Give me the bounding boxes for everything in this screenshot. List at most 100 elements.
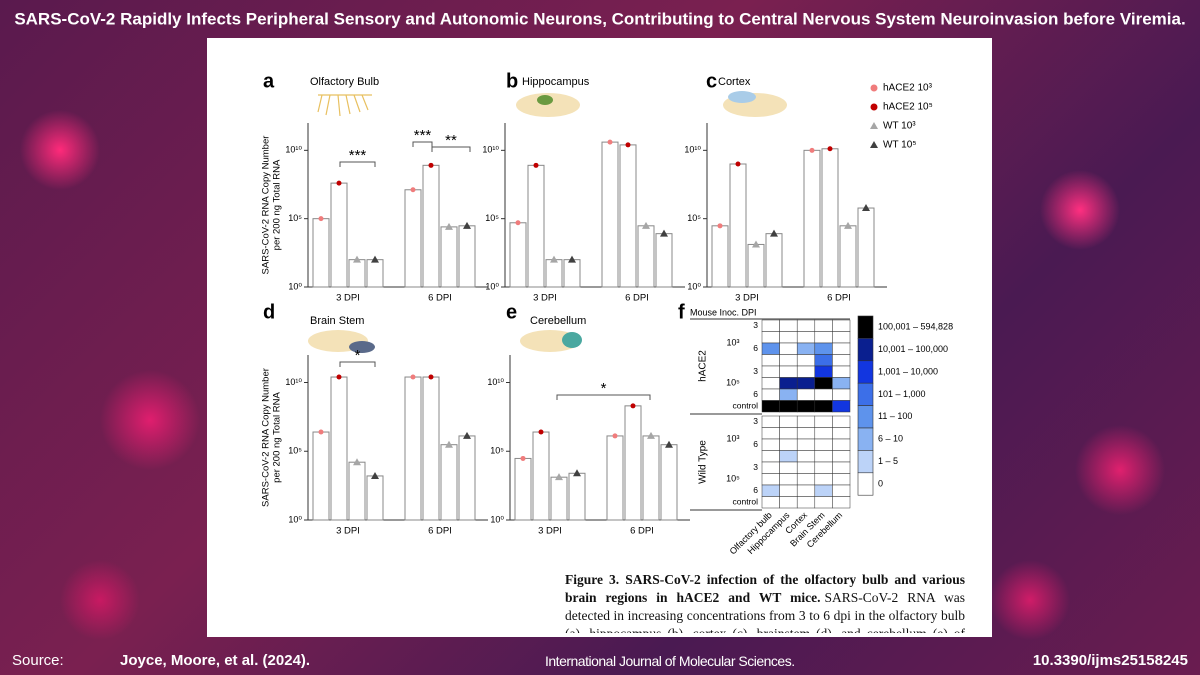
heatmap-cell [779, 354, 798, 367]
bar-marker [630, 403, 636, 409]
y-tick-label: 10⁵ [288, 446, 302, 456]
y-tick-label: 10¹⁰ [285, 377, 302, 387]
heatmap-cell [832, 319, 851, 332]
bar [366, 259, 384, 288]
heatmap-cell [779, 427, 798, 440]
bar [404, 189, 422, 288]
brain-illustration [308, 91, 787, 353]
panel-letter: a [263, 70, 275, 92]
heatmap-cell [796, 415, 816, 428]
x-tick-label: 6 DPI [428, 526, 452, 537]
bar-marker [336, 180, 342, 186]
heatmap-cell [779, 473, 798, 486]
heatmap-cell [832, 415, 851, 428]
bar-marker [550, 255, 558, 263]
heatmap-cell [779, 496, 798, 509]
heatmap-cell [761, 319, 780, 332]
panel-title: Brain Stem [310, 315, 364, 327]
heatmap-cell [761, 342, 780, 355]
heatmap-cell [814, 388, 833, 401]
color-key-label: 101 – 1,000 [878, 389, 926, 399]
bar-marker [520, 455, 526, 461]
heatmap-cell [832, 400, 851, 413]
color-key-label: 100,001 – 594,828 [878, 322, 953, 332]
legend-label: hACE2 10⁵ [883, 102, 933, 113]
row-label: 3 [753, 416, 758, 426]
x-tick-label: 3 DPI [538, 526, 562, 537]
doi: 10.3390/ijms25158245 [1032, 652, 1188, 669]
bar [606, 435, 624, 521]
group-label: Wild Type [698, 440, 709, 484]
heatmap-cell [796, 331, 816, 344]
significance-bracket [339, 161, 376, 167]
legend-marker [870, 141, 878, 148]
caption: Figure 3. SARS-CoV-2 infection of the ol… [565, 571, 965, 633]
bar [660, 444, 678, 521]
citation: Joyce, Moore, et al. (2024). [120, 652, 311, 669]
y-tick-label: 10⁵ [288, 213, 302, 223]
heatmap-cell [814, 496, 833, 509]
dose-label: 10⁵ [726, 474, 740, 484]
significance-stars: * [355, 347, 361, 364]
color-key-label: 11 – 100 [878, 411, 912, 421]
bar-marker [318, 216, 324, 222]
heatmap-cell [796, 473, 816, 486]
heatmap-cell [832, 450, 851, 463]
heatmap-cell [814, 342, 833, 355]
significance-stars: *** [414, 127, 432, 144]
color-key [857, 315, 874, 339]
panel-title: Hippocampus [522, 76, 590, 88]
color-key-label: 1,001 – 10,000 [878, 366, 938, 376]
y-tick-label: 10⁵ [485, 213, 499, 223]
panel-letter: f [678, 301, 685, 323]
bar [458, 435, 476, 521]
heatmap-cell [796, 354, 816, 367]
heatmap-cell [814, 484, 833, 497]
heatmap-cell [814, 438, 833, 451]
dose-label: 10⁵ [726, 378, 740, 388]
x-tick-label: 3 DPI [336, 293, 360, 304]
bar-marker [862, 204, 870, 212]
dose-label: 10³ [726, 433, 739, 443]
heatmap-cell [779, 377, 798, 390]
bar-marker [371, 471, 379, 479]
x-tick-label: 6 DPI [827, 293, 851, 304]
y-tick-label: 10¹⁰ [482, 145, 499, 155]
bar-marker [463, 221, 471, 229]
heatmap-cell [832, 331, 851, 344]
heatmap-cell [779, 331, 798, 344]
bar [514, 457, 532, 521]
legend-marker [870, 103, 878, 111]
heatmap-cell [814, 377, 833, 390]
heatmap-cell [779, 365, 798, 378]
color-key-label: 1 – 5 [878, 456, 898, 466]
color-key [857, 405, 874, 429]
y-tick-label: 10⁰ [288, 514, 302, 524]
x-tick-label: 3 DPI [533, 293, 557, 304]
bar [642, 435, 660, 521]
bar [330, 182, 348, 288]
bar-marker [410, 374, 416, 380]
bar-marker [607, 139, 613, 145]
x-tick-label: 3 DPI [735, 293, 759, 304]
y-tick-label: 10⁰ [490, 514, 504, 524]
heatmap-cell [796, 427, 816, 440]
heatmap-cell [761, 484, 780, 497]
heatmap-cell [779, 438, 798, 451]
heatmap-cell [814, 415, 833, 428]
dose-label: 10³ [726, 337, 739, 347]
legend-marker [870, 84, 878, 92]
bar-marker [844, 221, 852, 229]
significance-bracket [412, 141, 433, 147]
heatmap-cell [796, 319, 816, 332]
bar [711, 225, 729, 288]
heatmap-cell [779, 415, 798, 428]
heatmap-cell [814, 354, 833, 367]
heatmap-cell [796, 461, 816, 474]
bar [747, 243, 765, 288]
panel-title: Cortex [718, 76, 751, 88]
heatmap-cell [761, 496, 780, 509]
journal: International Journal of Molecular Scien… [545, 653, 795, 669]
heatmap-cell [814, 427, 833, 440]
heatmap-cell [814, 319, 833, 332]
